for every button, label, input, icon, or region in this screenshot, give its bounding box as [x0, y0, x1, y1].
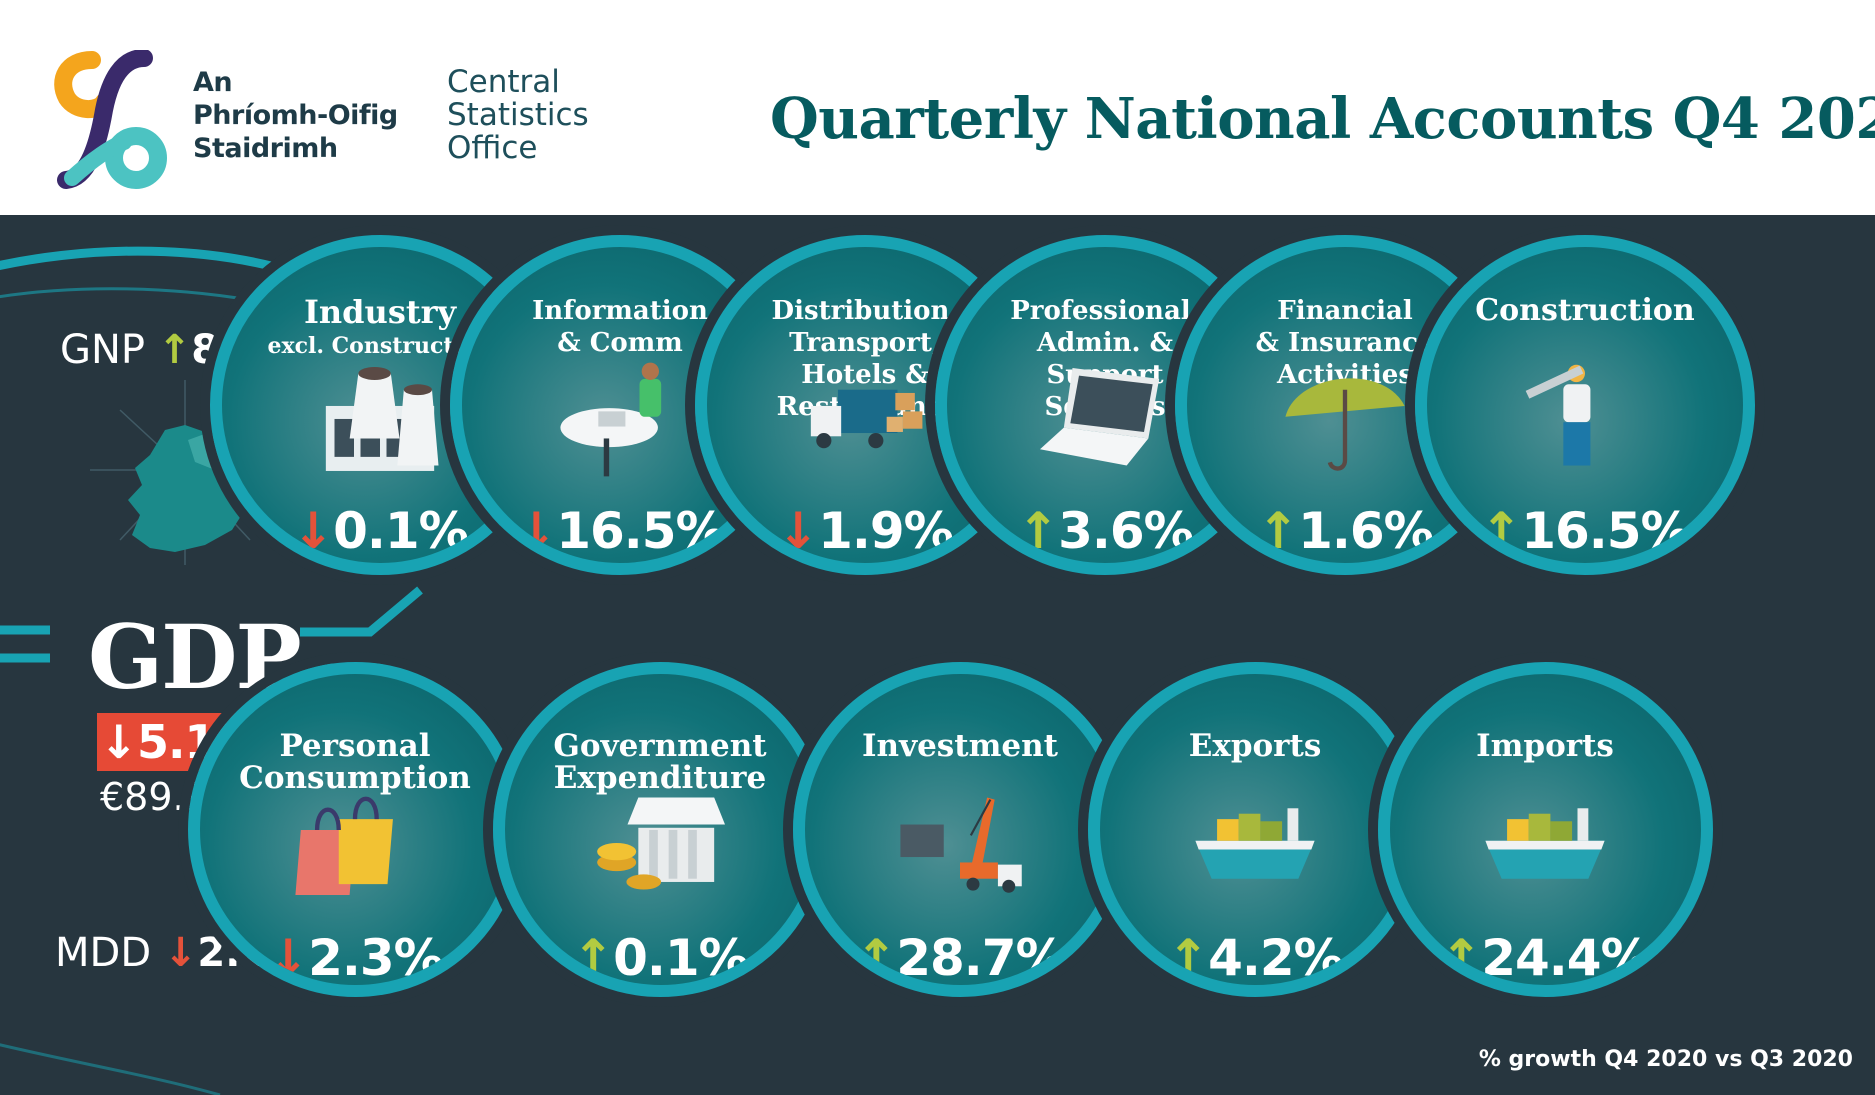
arrow-up-icon: ↑: [1440, 929, 1482, 987]
arrow-down-icon: ↓: [267, 929, 309, 987]
government-building-icon: [597, 797, 725, 890]
infographic-panel: GNP ↑8.5% GDP ↓5.1% €89.9bn MDD ↓2.2% In…: [0, 215, 1875, 1095]
card-label-line: Consumption: [239, 760, 471, 796]
card-label-line: Personal: [279, 728, 431, 764]
card-value: ↓2.3%: [200, 929, 511, 987]
expenditure-card: Investment ↑28.7%: [792, 662, 1128, 997]
card-value: ↑3.6%: [947, 502, 1263, 560]
card-label-line: Investment: [862, 728, 1058, 764]
logo-irish-name: An Phríomh-Oifig Staidrimh: [193, 66, 398, 165]
arrow-down-icon: ↓: [292, 502, 334, 560]
card-value-number: 28.7%: [896, 929, 1065, 987]
card-value: ↓16.5%: [462, 502, 778, 560]
card-label: Construction: [1427, 295, 1743, 327]
card-value: ↓0.1%: [222, 502, 538, 560]
card-label-line: Transport,: [789, 328, 941, 358]
card-label-line: Exports: [1188, 728, 1322, 764]
card-label-line: Government: [553, 728, 767, 764]
arrow-down-icon: ↓: [777, 502, 819, 560]
card-label: Imports: [1390, 730, 1701, 762]
logo-irish-line: An: [193, 67, 233, 98]
logo-english-line: Office: [447, 130, 538, 166]
footnote: % growth Q4 2020 vs Q3 2020: [1478, 1047, 1853, 1072]
gnp-label: GNP: [60, 327, 146, 373]
crane-truck-icon: [900, 797, 1022, 894]
cargo-ship-icon: [1195, 808, 1315, 880]
arrow-up-icon: ↑: [1167, 929, 1209, 987]
card-label: Government Expenditure: [505, 730, 816, 794]
card-value: ↑24.4%: [1390, 929, 1701, 987]
sector-card: Construction ↑16.5%: [1415, 235, 1755, 575]
arrow-up-icon: ↑: [855, 929, 897, 987]
card-label: Exports: [1100, 730, 1411, 762]
card-value-number: 1.6%: [1298, 502, 1434, 560]
card-label-line: Professional,: [1010, 296, 1200, 326]
card-value-number: 3.6%: [1058, 502, 1194, 560]
card-label: Personal Consumption: [200, 730, 511, 794]
card-value: ↓1.9%: [707, 502, 1023, 560]
card-label-line: Admin. &: [1036, 328, 1174, 358]
logo-irish-line: Staidrimh: [193, 133, 338, 164]
expenditure-card: Imports ↑24.4%: [1377, 662, 1713, 997]
card-label: Financial & Insurance Activities: [1187, 295, 1503, 391]
arrow-up-icon: ↑: [1480, 502, 1522, 560]
arrow-down-icon: ↓: [99, 715, 138, 769]
card-value-number: 0.1%: [613, 929, 749, 987]
card-label-line: Imports: [1476, 728, 1614, 764]
laptop-icon: [1040, 368, 1160, 466]
card-value: ↑0.1%: [505, 929, 816, 987]
arrow-up-icon: ↑: [1257, 502, 1299, 560]
card-value: ↑1.6%: [1187, 502, 1503, 560]
card-label-line: Distribution,: [771, 296, 959, 326]
expenditure-card: Exports ↑4.2%: [1087, 662, 1423, 997]
arrow-down-icon: ↓: [163, 930, 198, 976]
card-label-line: Financial: [1277, 296, 1413, 326]
card-label: Investment: [805, 730, 1116, 762]
card-label-line: Construction: [1475, 293, 1695, 328]
card-value-number: 4.2%: [1208, 929, 1344, 987]
arrow-up-icon: ↑: [157, 327, 192, 373]
header: An Phríomh-Oifig Staidrimh Central Stati…: [0, 0, 1875, 215]
logo-irish-line: Phríomh-Oifig: [193, 100, 398, 131]
card-value: ↑16.5%: [1427, 502, 1743, 560]
card-value-number: 24.4%: [1481, 929, 1650, 987]
card-value-number: 16.5%: [556, 502, 725, 560]
umbrella-icon: [1285, 378, 1405, 471]
card-value: ↑4.2%: [1100, 929, 1411, 987]
cso-logo-icon: [54, 50, 167, 189]
card-label-line: Hotels &: [801, 360, 929, 390]
card-label-line: Expenditure: [553, 760, 767, 796]
logo-english-line: Statistics: [447, 97, 589, 133]
card-label: Information & Comm: [462, 295, 778, 359]
card-label-line: & Insurance: [1255, 328, 1435, 358]
card-label-line: Industry: [303, 293, 457, 331]
arrow-up-icon: ↑: [572, 929, 614, 987]
card-value-number: 0.1%: [333, 502, 469, 560]
shopping-bags-icon: [295, 797, 393, 896]
arrow-up-icon: ↑: [1017, 502, 1059, 560]
person-at-desk-icon: [560, 362, 662, 477]
card-label-line: & Comm: [557, 328, 683, 358]
card-value-number: 2.3%: [308, 929, 444, 987]
card-value-number: 1.9%: [818, 502, 954, 560]
logo-english-line: Central: [447, 64, 560, 100]
page-title: Quarterly National Accounts Q4 2020: [770, 86, 1875, 152]
delivery-truck-icon: [810, 389, 923, 449]
logo-english-name: Central Statistics Office: [447, 66, 589, 165]
card-value: ↑28.7%: [805, 929, 1116, 987]
expenditure-card: Personal Consumption ↓2.3%: [187, 662, 523, 997]
card-label-line: Information: [532, 296, 708, 326]
arrow-down-icon: ↓: [515, 502, 557, 560]
card-label: Industry excl. Construction: [222, 295, 538, 363]
card-value-number: 16.5%: [1521, 502, 1690, 560]
cargo-ship-icon: [1485, 808, 1605, 880]
mdd-label: MDD: [55, 930, 152, 976]
construction-worker-icon: [1525, 364, 1591, 466]
card-label-line: excl. Construction: [267, 333, 493, 359]
expenditure-card: Government Expenditure ↑0.1%: [492, 662, 828, 997]
factory-icon: [325, 367, 439, 472]
